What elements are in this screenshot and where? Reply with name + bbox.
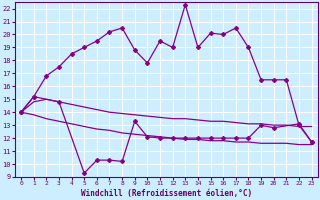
X-axis label: Windchill (Refroidissement éolien,°C): Windchill (Refroidissement éolien,°C) [81, 189, 252, 198]
